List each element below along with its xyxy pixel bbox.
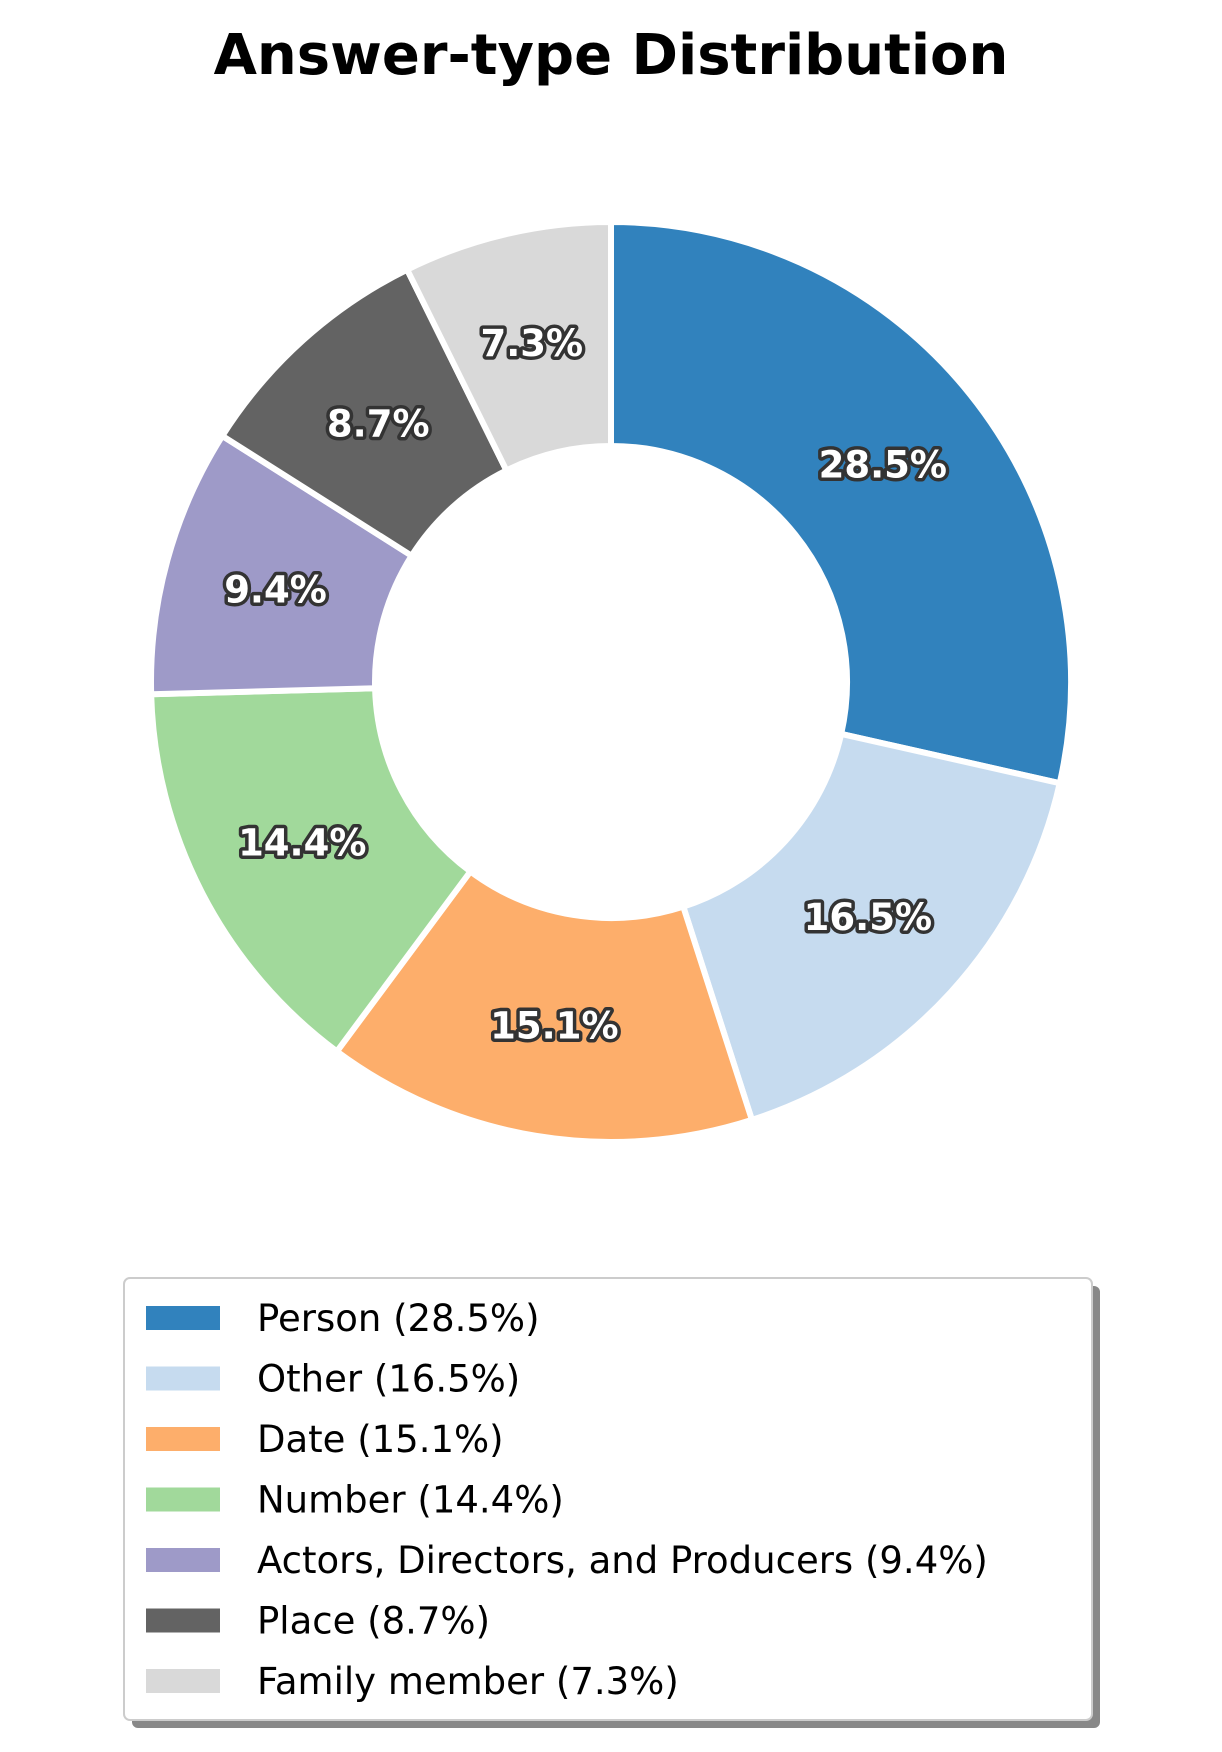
- legend-swatch-date: [146, 1427, 220, 1451]
- legend-label-date: Date (15.1%): [257, 1418, 504, 1461]
- legend-swatch-place: [146, 1608, 220, 1633]
- legend-label-family-member: Family member (7.3%): [257, 1660, 679, 1703]
- slice-date: [333, 868, 755, 1145]
- chart-title: Answer-type Distribution: [214, 23, 1009, 88]
- slice-label-family-member: 7.3%: [480, 322, 583, 365]
- legend-swatch-actors-directors-and-producers: [146, 1548, 220, 1572]
- slice-other: [680, 730, 1063, 1123]
- slice-labels: 28.5% 16.5% 15.1% 14.4% 9.4% 8.7% 7.3%: [221, 319, 951, 1051]
- legend-label-actors-directors-and-producers: Actors, Directors, and Producers (9.4%): [257, 1539, 988, 1582]
- legend-label-other: Other (16.5%): [257, 1358, 520, 1401]
- slice-actors-directors-and-producers: [148, 432, 415, 698]
- slice-family-member: [404, 219, 614, 474]
- slice-number: [148, 685, 474, 1055]
- legend-swatch-person: [146, 1306, 220, 1330]
- slice-label-place: 8.7%: [327, 402, 430, 445]
- slice-label-date: 15.1%: [490, 1004, 618, 1047]
- donut-slices: [148, 219, 1074, 1145]
- slice-label-number: 14.4%: [238, 822, 366, 865]
- legend-swatch-number: [146, 1487, 220, 1512]
- slice-label-actors-directors-and-producers: 9.4%: [224, 569, 327, 612]
- slice-person: [608, 219, 1074, 787]
- legend: Person (28.5%) Other (16.5%) Date (15.1%) N…: [123, 1277, 1100, 1728]
- slice-label-person: 28.5%: [819, 444, 947, 487]
- legend-frame: [123, 1277, 1093, 1721]
- slice-label-other: 16.5%: [804, 896, 932, 939]
- legend-label-person: Person (28.5%): [257, 1297, 540, 1340]
- legend-swatch-family-member: [146, 1669, 220, 1693]
- legend-label-place: Place (8.7%): [257, 1600, 490, 1643]
- legend-label-number: Number (14.4%): [257, 1479, 564, 1522]
- legend-swatch-other: [146, 1366, 220, 1391]
